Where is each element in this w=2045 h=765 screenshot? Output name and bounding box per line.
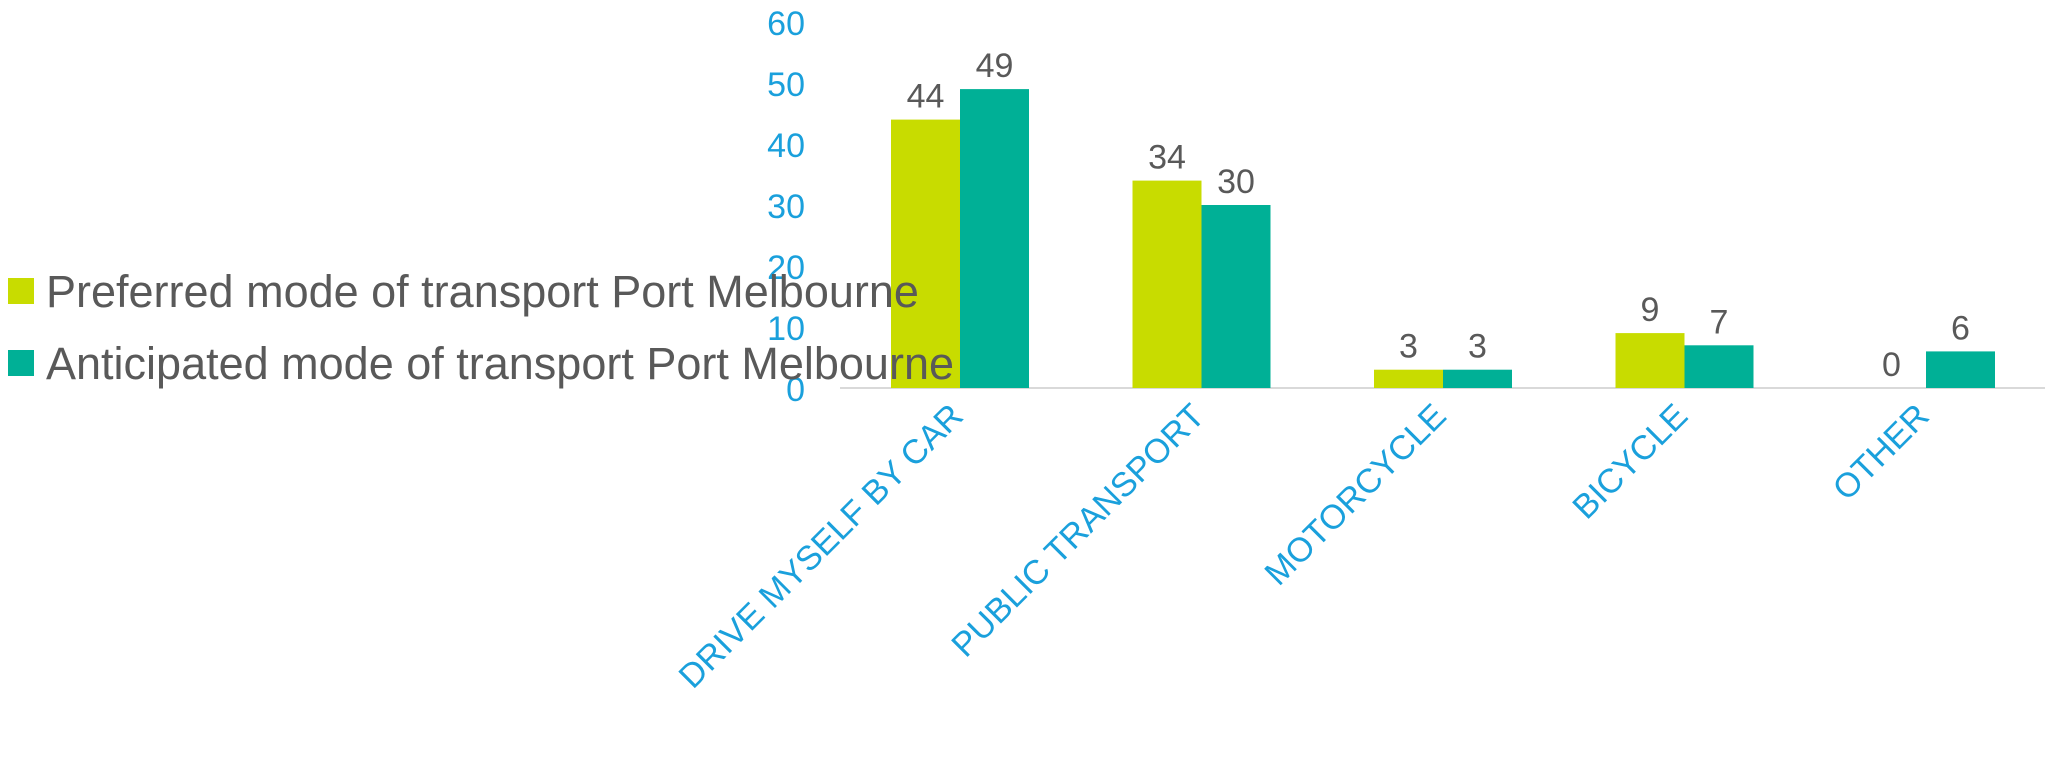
- y-tick-label: 40: [767, 127, 805, 165]
- data-label: 0: [1882, 346, 1901, 384]
- data-label: 44: [907, 78, 945, 116]
- bar: [1926, 351, 1995, 388]
- bar: [1684, 345, 1754, 388]
- legend-item-anticipated: Anticipated mode of transport Port Melbo…: [8, 334, 954, 394]
- bar: [1201, 205, 1271, 388]
- x-tick-label: MOTORCYCLE: [1258, 397, 1454, 593]
- bar: [960, 89, 1029, 388]
- data-label: 3: [1468, 328, 1487, 366]
- y-tick-label: 0: [786, 371, 805, 409]
- data-label: 30: [1217, 163, 1255, 201]
- y-tick-label: 10: [767, 310, 805, 348]
- legend-item-preferred: Preferred mode of transport Port Melbour…: [8, 262, 954, 322]
- bar: [1443, 369, 1512, 388]
- x-tick-label: OTHER: [1826, 397, 1937, 508]
- bar: [891, 119, 960, 388]
- data-label: 3: [1399, 328, 1418, 366]
- data-label: 49: [976, 47, 1014, 85]
- y-tick-label: 50: [767, 66, 805, 104]
- legend: Preferred mode of transport Port Melbour…: [8, 262, 954, 406]
- x-tick-label: PUBLIC TRANSPORT: [944, 397, 1212, 665]
- bar: [1374, 369, 1443, 388]
- data-label: 6: [1951, 309, 1970, 347]
- legend-label-anticipated: Anticipated mode of transport Port Melbo…: [46, 338, 954, 389]
- y-tick-label: 20: [767, 249, 805, 287]
- y-tick-label: 30: [767, 188, 805, 226]
- x-tick-label: DRIVE MYSELF BY CAR: [672, 397, 971, 696]
- legend-swatch-anticipated: [8, 350, 34, 376]
- data-label: 9: [1641, 291, 1660, 329]
- bar: [1132, 180, 1202, 388]
- y-tick-label: 60: [767, 5, 805, 43]
- data-label: 34: [1148, 139, 1186, 177]
- data-label: 7: [1710, 303, 1729, 341]
- x-tick-label: BICYCLE: [1565, 397, 1695, 527]
- legend-label-preferred: Preferred mode of transport Port Melbour…: [46, 266, 919, 317]
- legend-swatch-preferred: [8, 278, 34, 304]
- bar: [1615, 333, 1685, 388]
